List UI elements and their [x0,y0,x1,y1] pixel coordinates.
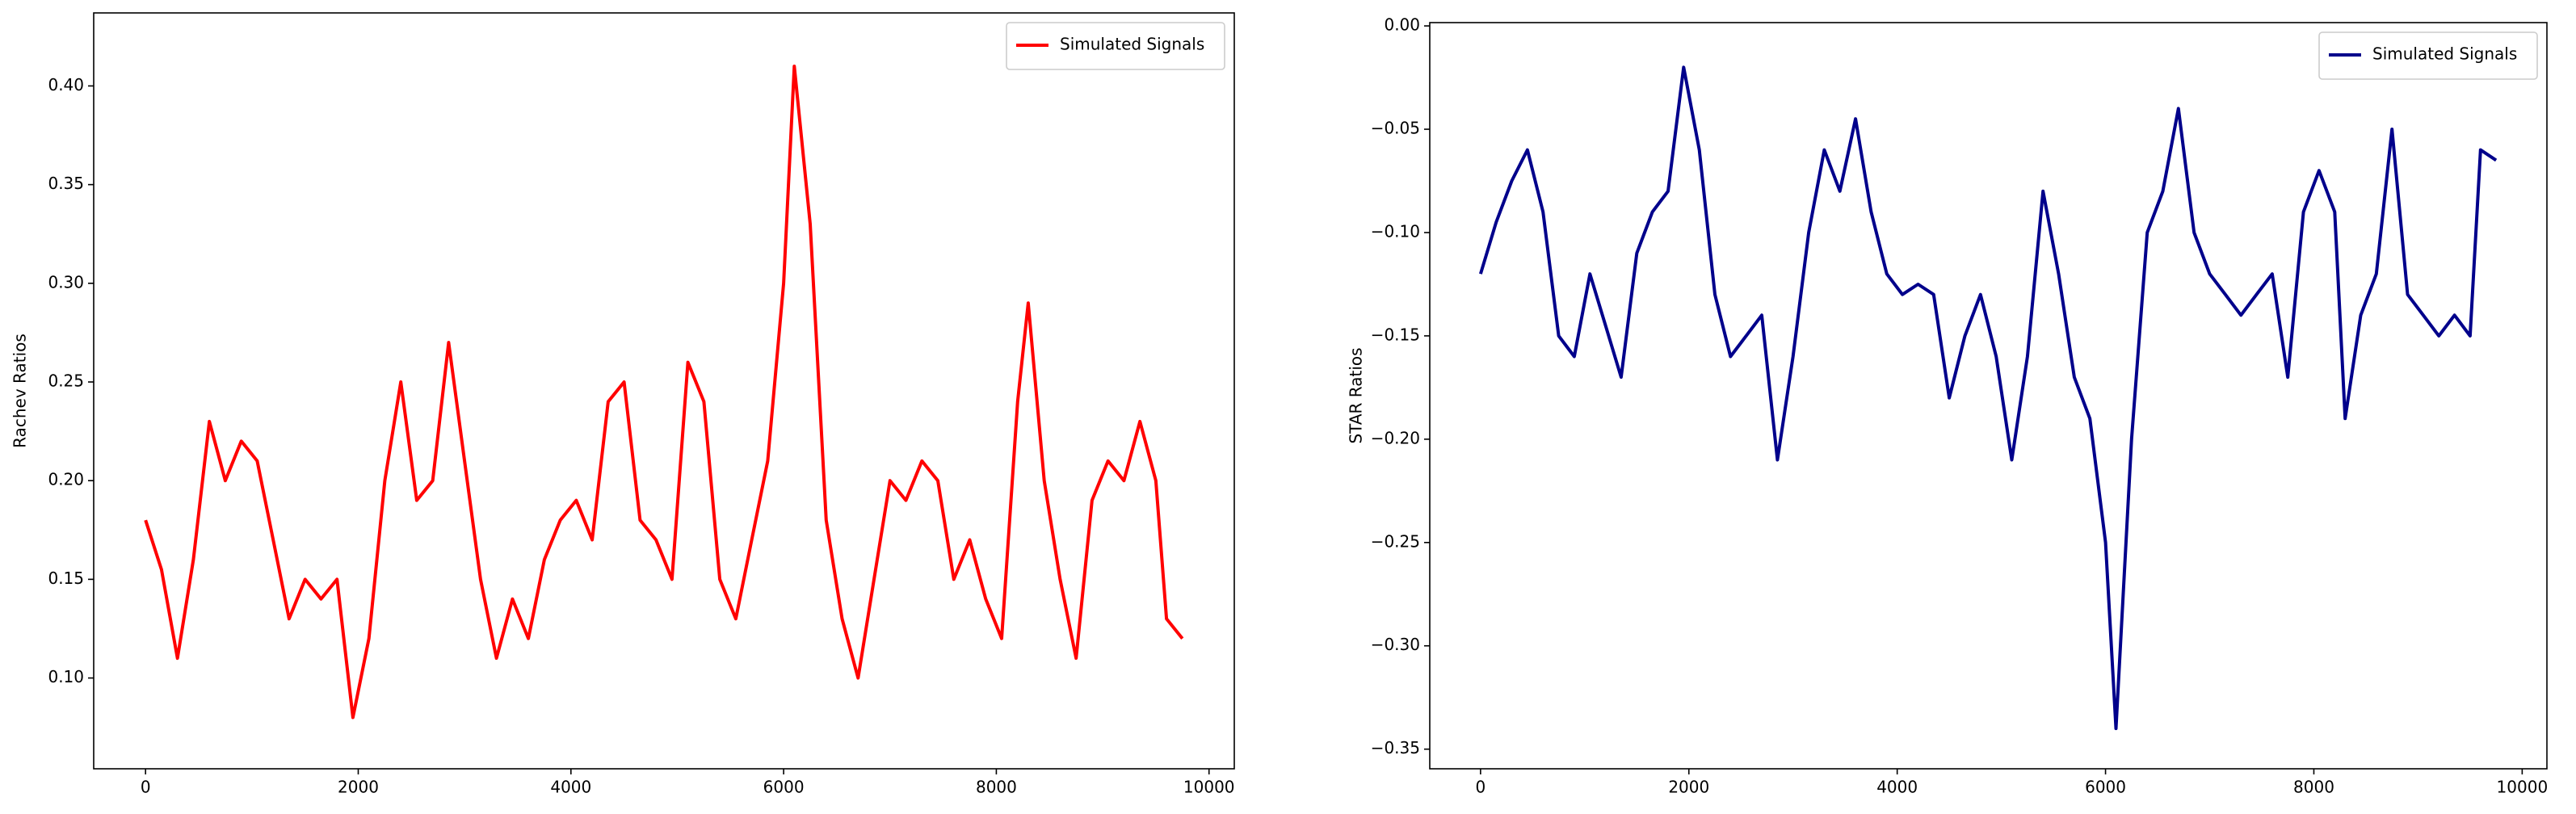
legend-box [1006,22,1225,70]
y-tick-label: 0.35 [48,174,84,193]
legend: Simulated Signals [1006,22,1225,70]
y-tick-label: 0.15 [48,569,84,588]
y-tick-label: 0.30 [48,272,84,292]
legend-label: Simulated Signals [1060,35,1204,54]
y-axis-label: Rachev Ratios [11,334,30,448]
data-line [1478,65,2498,731]
legend-label: Simulated Signals [2372,44,2517,64]
x-tick-label: 0 [1475,778,1486,797]
axes-frame [1429,22,2548,770]
x-tick-label: 2000 [338,778,379,797]
x-tick-label: 6000 [2085,778,2126,797]
y-tick-label: −0.25 [1371,531,1420,551]
x-tick-label: 4000 [1876,778,1918,797]
x-tick-label: 10000 [2497,778,2549,797]
legend: Simulated Signals [2318,31,2538,80]
axes: 0 2000 4000 6000 8000 10000 −0.35 −0.30 −0.25 −0.… [1347,15,2549,797]
x-tick-label: 6000 [763,778,805,797]
y-tick-label: −0.30 [1371,635,1420,654]
x-tick-label: 4000 [550,778,591,797]
y-axis-label: STAR Ratios [1347,347,1366,443]
y-tick-label: 0.25 [48,371,84,391]
y-tick-label: −0.20 [1371,428,1420,447]
axes-frame [93,12,1235,770]
axes: 0 2000 4000 6000 8000 10000 0.10 0.15 0.20 0.25 0.… [11,12,1235,797]
y-tick-label: −0.10 [1371,221,1420,241]
y-tick-label: −0.05 [1371,119,1420,138]
y-tick-label: 0.10 [48,667,84,686]
x-tick-label: 10000 [1183,778,1235,797]
x-tick-label: 8000 [976,778,1017,797]
y-tick-label: 0.00 [1384,15,1420,35]
y-tick-label: 0.40 [48,75,84,94]
x-tick-label: 8000 [2293,778,2334,797]
x-tick-label: 0 [141,778,151,797]
legend-box [2318,31,2538,80]
data-line [144,65,1184,720]
y-tick-label: −0.15 [1371,325,1420,344]
y-tick-label: 0.20 [48,470,84,489]
y-tick-label: −0.35 [1371,738,1420,757]
x-tick-label: 2000 [1668,778,1709,797]
